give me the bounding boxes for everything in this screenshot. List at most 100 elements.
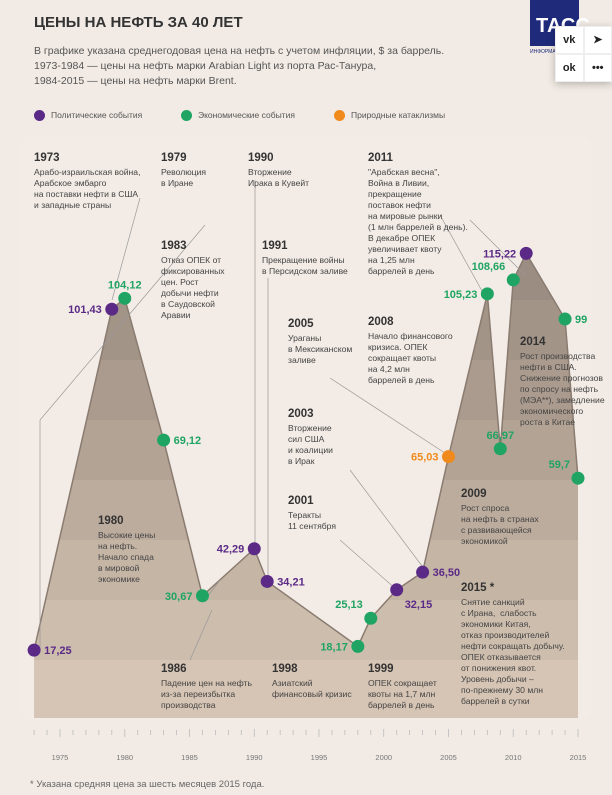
data-point-1973 (27, 643, 41, 657)
x-tick-label: 2005 (440, 753, 457, 762)
data-label: 17,25 (44, 645, 72, 657)
data-label: 65,03 (411, 452, 439, 464)
x-tick-label: 1995 (311, 753, 328, 762)
annotation-text: Теракты 11 сентября (288, 510, 336, 531)
annotation-text: Рост производства нефти в США. Снижение … (520, 351, 605, 427)
annotation-1999: 1999 ОПЕК сокращает квоты на 1,7 млн барр… (368, 663, 518, 711)
data-label: 32,15 (405, 599, 433, 611)
annotation-year: 1979 (161, 152, 187, 164)
annotation-text: Прекращение войны в Персидском заливе (262, 255, 348, 276)
annotation-text: Снятие санкций с Ирана, слабость экономи… (461, 597, 565, 706)
annotation-2015: 2015 * Снятие санкций с Ирана, слабость э… (461, 582, 611, 707)
annotation-1980: 1980 Высокие цены на нефть. Начало спада … (98, 515, 248, 585)
annotation-1998: 1998 Азиатский финансовый кризис (272, 663, 422, 700)
annotation-year: 1973 (34, 152, 60, 164)
annotation-1979: 1979 Революция в Иране (161, 152, 311, 189)
data-label: 30,67 (165, 591, 193, 603)
annotation-2011: 2011 "Арабская весна", Война в Ливии, пре… (368, 152, 518, 277)
subtitle-line: 1973-1984 — цены на нефть марки Arabian … (34, 60, 377, 72)
political-dot-icon (34, 110, 45, 121)
telegram-icon[interactable]: ➤ (583, 26, 612, 54)
data-point-1986 (195, 589, 209, 603)
odnoklassniki-icon[interactable]: ok (555, 54, 584, 82)
data-point-1979 (105, 302, 119, 316)
annotation-year: 2015 * (461, 582, 495, 594)
leader-line (329, 377, 449, 456)
data-label: 101,43 (68, 304, 102, 316)
annotation-text: Падение цен на нефть из-за переизбытка п… (161, 678, 252, 710)
annotation-text: Ураганы в Мексиканском заливе (288, 333, 353, 365)
data-label: 34,21 (277, 576, 305, 588)
data-point-1980 (118, 291, 132, 305)
data-point-2011 (519, 246, 533, 260)
leader-line (339, 539, 398, 591)
data-label: 115,22 (483, 248, 516, 260)
leader-line (439, 214, 488, 301)
annotation-2005: 2005 Ураганы в Мексиканском заливе (288, 318, 438, 366)
data-point-2001 (390, 583, 404, 597)
x-tick-label: 1980 (116, 753, 133, 762)
annotation-1991: 1991 Прекращение войны в Персидском залив… (262, 240, 412, 277)
data-point-1991 (260, 574, 274, 588)
annotation-1990: 1990 Вторжение Ирака в Кувейт (248, 152, 398, 189)
share-panel: vk ➤ ok ••• (555, 26, 612, 82)
subtitle: В графике указана среднегодовая цена на … (34, 44, 514, 89)
x-tick-label: 1975 (52, 753, 69, 762)
annotation-2008: 2008 Начало финансового кризиса. ОПЕК сок… (368, 316, 518, 386)
leader-line (39, 224, 206, 650)
data-point-1990 (247, 542, 261, 556)
annotation-year: 2001 (288, 495, 314, 507)
annotation-text: Вторжение сил США и коалиции в Ирак (288, 423, 333, 466)
annotation-year: 2011 (368, 152, 393, 164)
annotation-year: 2005 (288, 318, 314, 330)
legend-natural: Природные катаклизмы (334, 110, 445, 121)
leader-line (189, 609, 213, 661)
vk-icon[interactable]: vk (555, 26, 584, 54)
page-title: ЦЕНЫ НА НЕФТЬ ЗА 40 ЛЕТ (34, 14, 243, 31)
data-label: 108,66 (472, 261, 506, 273)
x-tick-label: 1985 (181, 753, 198, 762)
annotation-year: 2009 (461, 488, 487, 500)
data-label: 69,12 (174, 435, 202, 447)
data-label: 66,97 (487, 430, 515, 442)
x-tick-label: 1990 (246, 753, 263, 762)
x-tick-label: 2000 (375, 753, 392, 762)
data-label: 104,12 (108, 279, 142, 291)
annotation-year: 1999 (368, 663, 394, 675)
annotation-2003: 2003 Вторжение сил США и коалиции в Ирак (288, 408, 438, 467)
data-point-2015 (571, 471, 585, 485)
annotation-text: Рост спроса на нефть в странах с развива… (461, 503, 539, 546)
annotation-year: 1986 (161, 663, 187, 675)
data-label: 59,7 (549, 459, 570, 471)
footnote: * Указана средняя цена за шесть месяцев … (30, 779, 265, 790)
data-label: 18,17 (320, 641, 348, 653)
data-point-2014 (558, 312, 572, 326)
annotation-year: 1983 (161, 240, 187, 252)
tass-logo-subtitle: ИНФОРМАЦИОННОЕ АГЕНТСТВО (530, 49, 612, 56)
annotation-text: ОПЕК сокращает квоты на 1,7 млн баррелей… (368, 678, 437, 710)
annotation-text: Высокие цены на нефть. Начало спада в ми… (98, 530, 156, 584)
annotation-1973: 1973 Арабо-израильская война, Арабское эм… (34, 152, 184, 211)
annotation-2009: 2009 Рост спроса на нефть в странах с раз… (461, 488, 611, 547)
annotation-year: 2003 (288, 408, 314, 420)
annotation-year: 2014 (520, 336, 546, 348)
more-icon[interactable]: ••• (583, 54, 612, 82)
data-point-2010 (506, 273, 520, 287)
annotation-year: 1991 (262, 240, 288, 252)
annotation-text: Революция в Иране (161, 167, 207, 188)
legend-political: Политические события (34, 110, 142, 121)
data-label: 99 (575, 314, 587, 326)
data-point-1983 (157, 433, 171, 447)
legend-label: Природные катаклизмы (351, 110, 446, 120)
legend-label: Политические события (51, 110, 143, 120)
data-label: 25,13 (335, 599, 363, 611)
leader-line (111, 197, 141, 301)
data-point-2005 (442, 450, 455, 464)
annotation-text: Арабо-израильская война, Арабское эмбарг… (34, 167, 141, 210)
annotation-year: 1980 (98, 515, 124, 527)
data-point-2008 (480, 287, 494, 301)
data-point-1998 (351, 639, 365, 653)
annotation-text: Азиатский финансовый кризис (272, 678, 352, 699)
annotation-text: Вторжение Ирака в Кувейт (248, 167, 310, 188)
x-tick-label: 2010 (505, 753, 522, 762)
